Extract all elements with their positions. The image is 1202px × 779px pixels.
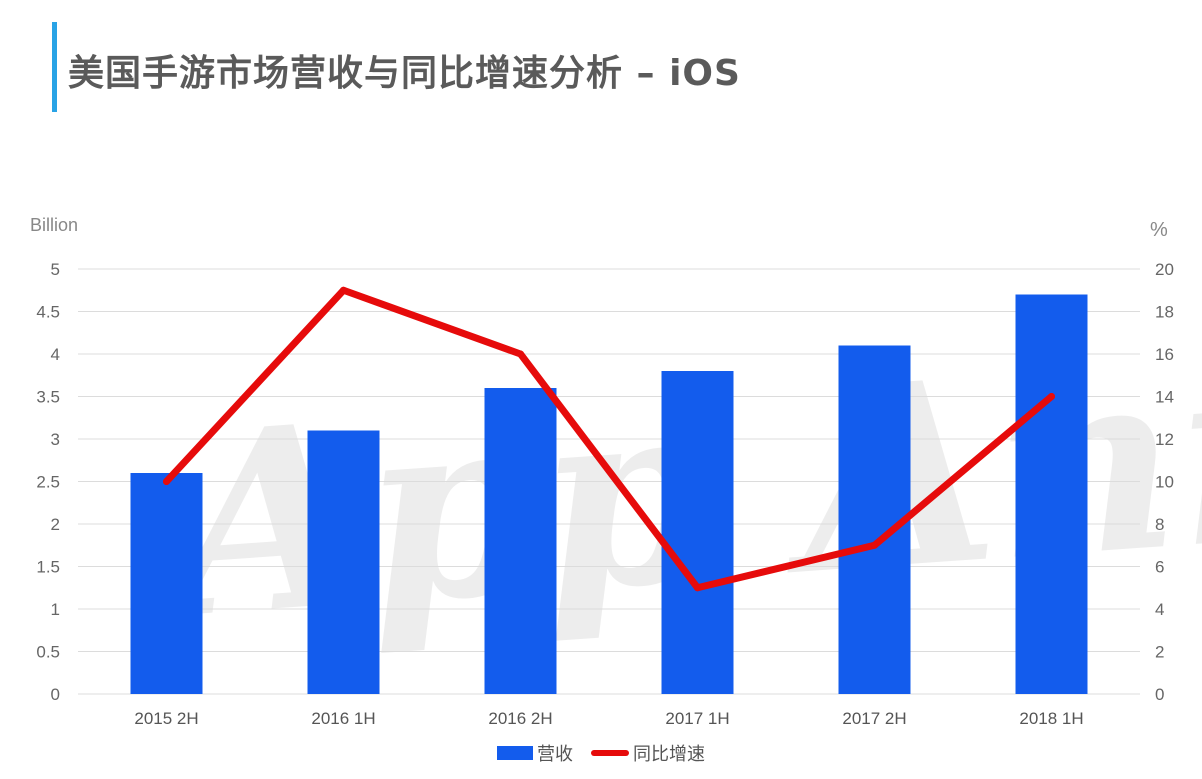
legend-label-revenue: 营收 xyxy=(537,744,573,765)
growth-rate-point xyxy=(340,286,347,294)
x-tick-label: 2015 2H xyxy=(134,709,198,728)
right-tick-label: 20 xyxy=(1155,260,1174,279)
left-tick-label: 5 xyxy=(51,260,60,279)
growth-rate-point xyxy=(871,541,878,549)
right-tick-label: 0 xyxy=(1155,685,1164,704)
chart-legend: 营收 同比增速 xyxy=(0,740,1202,766)
growth-rate-point xyxy=(694,584,701,592)
revenue-bar xyxy=(307,430,380,694)
left-tick-label: 3 xyxy=(51,430,60,449)
right-axis-label: % xyxy=(1150,219,1168,241)
left-axis-label: Billion xyxy=(30,215,78,235)
left-tick-label: 4 xyxy=(51,345,60,364)
growth-rate-point xyxy=(1048,393,1055,400)
left-tick-label: 0 xyxy=(51,685,60,704)
left-tick-label: 0.5 xyxy=(36,643,60,662)
legend-swatch-bar xyxy=(497,746,533,760)
revenue-bar xyxy=(1015,294,1088,694)
right-tick-label: 6 xyxy=(1155,558,1164,577)
right-tick-label: 16 xyxy=(1155,345,1174,364)
left-tick-label: 1.5 xyxy=(36,558,60,577)
revenue-bar xyxy=(484,388,557,694)
right-tick-label: 18 xyxy=(1155,303,1174,322)
right-tick-label: 2 xyxy=(1155,643,1164,662)
legend-swatch-line xyxy=(591,750,629,756)
x-tick-label: 2017 1H xyxy=(665,709,729,728)
x-tick-label: 2016 1H xyxy=(311,709,375,728)
legend-item-growth: 同比增速 xyxy=(591,740,705,766)
revenue-bar xyxy=(661,371,734,694)
title-accent-bar xyxy=(52,22,57,112)
left-tick-label: 1 xyxy=(51,600,60,619)
right-tick-label: 10 xyxy=(1155,473,1174,492)
right-tick-label: 4 xyxy=(1155,600,1164,619)
legend-item-revenue: 营收 xyxy=(497,740,573,766)
growth-rate-line xyxy=(163,286,1055,592)
right-tick-label: 14 xyxy=(1155,388,1174,407)
right-tick-label: 12 xyxy=(1155,430,1174,449)
left-tick-label: 4.5 xyxy=(36,303,60,322)
growth-rate-point xyxy=(517,350,524,358)
growth-rate-point xyxy=(163,478,170,485)
right-tick-label: 8 xyxy=(1155,515,1164,534)
page-title: 美国手游市场营收与同比增速分析 – iOS xyxy=(68,53,741,94)
revenue-bar xyxy=(838,345,911,694)
x-tick-label: 2017 2H xyxy=(842,709,906,728)
left-tick-label: 3.5 xyxy=(36,388,60,407)
legend-label-growth: 同比增速 xyxy=(633,744,705,765)
x-tick-label: 2016 2H xyxy=(488,709,552,728)
left-tick-label: 2 xyxy=(51,515,60,534)
left-tick-label: 2.5 xyxy=(36,473,60,492)
x-tick-label: 2018 1H xyxy=(1019,709,1083,728)
revenue-bar xyxy=(130,473,203,694)
